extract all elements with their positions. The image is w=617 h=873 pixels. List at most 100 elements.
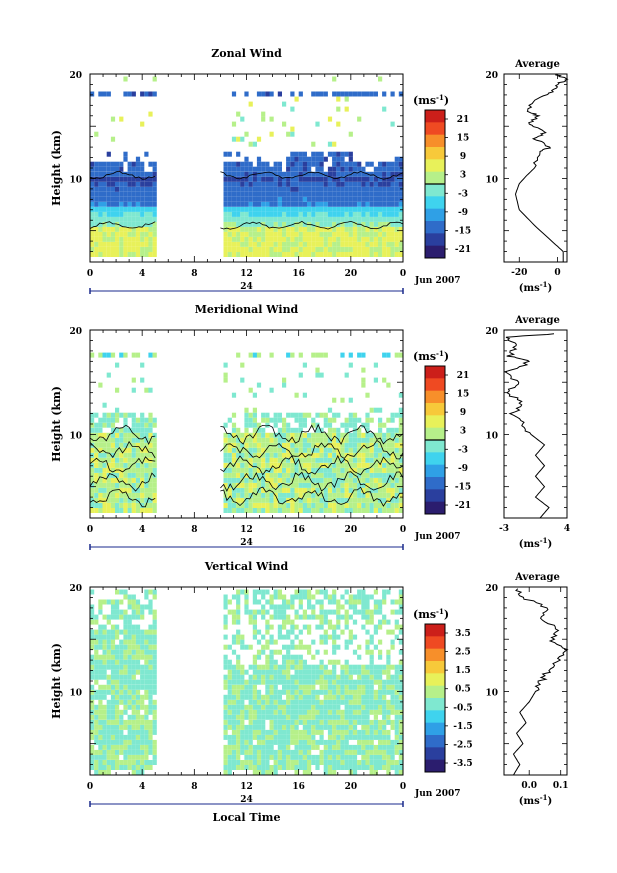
heatmap-cell [231, 211, 237, 217]
heatmap-cell [344, 669, 349, 675]
colorbar-tick-label: 21 [457, 371, 470, 381]
heatmap-cell [361, 503, 366, 508]
heatmap-cell [106, 749, 111, 755]
heatmap-cell [365, 599, 370, 605]
heatmap-cell [110, 437, 116, 443]
heatmap-cell [302, 744, 307, 750]
heatmap-cell [394, 161, 399, 167]
heatmap-cell [90, 241, 95, 247]
heatmap-cell [106, 639, 111, 645]
heatmap-cell [327, 749, 333, 755]
heatmap-cell [119, 161, 124, 167]
heatmap-cell [252, 252, 257, 257]
heatmap-cell [357, 497, 362, 503]
heatmap-cell [298, 352, 303, 358]
heatmap-cell [248, 231, 253, 237]
heatmap-cell [332, 181, 337, 187]
heatmap-cell [223, 166, 228, 172]
heatmap-cell [252, 497, 257, 503]
heatmap-cell [123, 412, 128, 418]
colorbar-unit: (ms-1) [413, 93, 449, 107]
heatmap-cell [386, 765, 391, 770]
heatmap-cell [315, 689, 320, 695]
heatmap-cell [398, 427, 403, 433]
heatmap-cell [307, 664, 312, 670]
heatmap-cell [231, 136, 237, 142]
heatmap-cell [231, 694, 237, 700]
heatmap-cell [252, 629, 257, 635]
heatmap-cell [115, 482, 120, 488]
heatmap-cell [302, 679, 307, 685]
heatmap-cell [340, 151, 345, 157]
heatmap-cell [302, 206, 307, 212]
heatmap-cell [227, 171, 232, 177]
heatmap-cell [390, 709, 395, 715]
heatmap-cell [394, 724, 399, 730]
heatmap-cell [365, 594, 370, 600]
heatmap-cell [140, 447, 145, 453]
heatmap-cell [282, 749, 287, 755]
heatmap-cell [119, 452, 124, 458]
heatmap-cell [123, 352, 128, 358]
heatmap-cell [298, 247, 303, 252]
heatmap-cell [352, 231, 358, 237]
heatmap-cell [256, 694, 262, 700]
heatmap-cell [348, 442, 353, 448]
heatmap-cell [373, 754, 378, 760]
heatmap-cell [323, 181, 328, 187]
heatmap-cell [227, 770, 232, 775]
heatmap-cell [140, 487, 145, 493]
heatmap-cell [148, 247, 153, 252]
heatmap-cell [265, 704, 270, 710]
heatmap-cell [382, 201, 387, 207]
heatmap-cell [386, 437, 391, 443]
heatmap-cell [140, 609, 145, 615]
heatmap-cell [148, 447, 153, 453]
heatmap-cell [98, 91, 103, 97]
heatmap-cell [298, 503, 303, 508]
heatmap-cell [265, 487, 270, 493]
heatmap-cell [361, 231, 366, 237]
heatmap-cell [302, 609, 307, 615]
heatmap-cell [394, 760, 399, 765]
heatmap-cell [140, 161, 145, 167]
heatmap-cell [352, 619, 358, 625]
heatmap-cell [131, 181, 136, 187]
heatmap-cell [378, 619, 383, 625]
heatmap-cell [110, 508, 116, 513]
heatmap-cell [252, 452, 257, 458]
heatmap-cell [352, 166, 358, 172]
heatmap-cell [98, 669, 103, 675]
y-tick-label: 20 [69, 327, 82, 337]
heatmap-cell [123, 654, 128, 660]
heatmap-cell [277, 674, 282, 680]
heatmap-cell [244, 166, 249, 172]
heatmap-cell [140, 252, 145, 257]
heatmap-cell [123, 216, 128, 222]
heatmap-cell [115, 624, 120, 630]
heatmap-cell [123, 247, 128, 252]
heatmap-cell [365, 694, 370, 700]
heatmap-cell [390, 211, 395, 217]
heatmap-cell [394, 352, 399, 358]
heatmap-cell [286, 457, 291, 463]
heatmap-cell [227, 161, 232, 167]
heatmap-cell [236, 176, 241, 182]
heatmap-cell [332, 634, 337, 640]
heatmap-cell [290, 166, 295, 172]
heatmap-cell [273, 447, 278, 453]
heatmap-cell [398, 91, 403, 97]
heatmap-cell [323, 211, 328, 217]
heatmap-cell [119, 724, 124, 730]
heatmap-cell [119, 427, 124, 433]
heatmap-cell [144, 684, 149, 690]
heatmap-cell [365, 417, 370, 423]
heatmap-cell [123, 689, 128, 695]
heatmap-cell [98, 176, 103, 182]
heatmap-cell [286, 352, 291, 358]
heatmap-cell [152, 226, 157, 232]
heatmap-cell [369, 649, 374, 655]
